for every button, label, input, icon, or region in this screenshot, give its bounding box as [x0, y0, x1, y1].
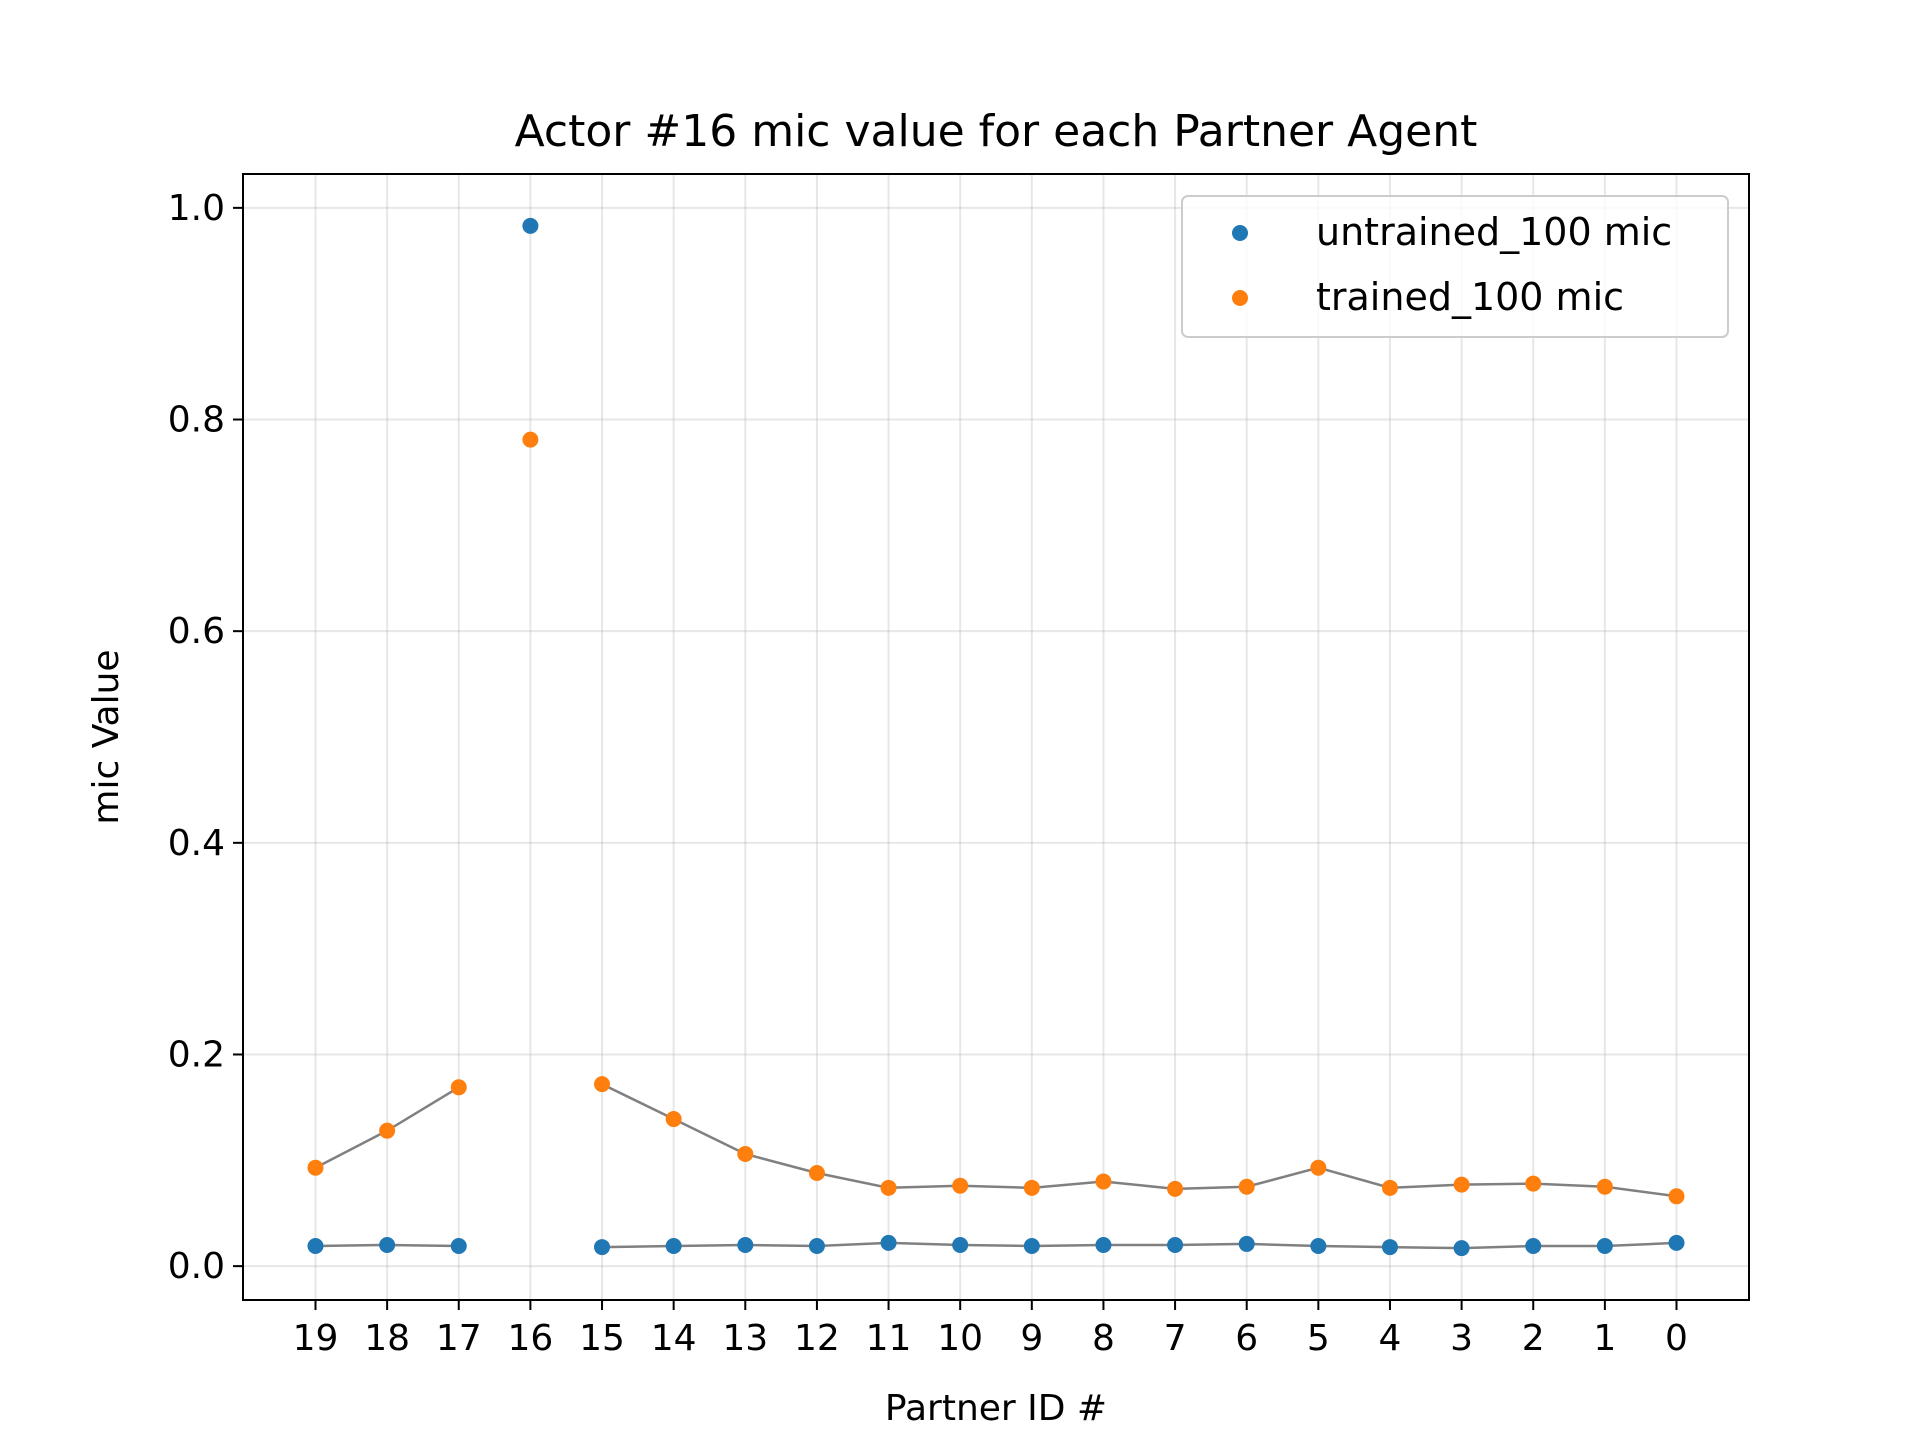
- series-0-point: [1238, 1235, 1255, 1252]
- series-0-point: [1668, 1234, 1685, 1251]
- series-1-point: [737, 1145, 754, 1162]
- legend-label-trained: trained_100 mic: [1316, 275, 1624, 319]
- x-tick-label: 16: [507, 1318, 553, 1359]
- series-1-point: [665, 1111, 682, 1128]
- series-0-point: [737, 1236, 754, 1253]
- y-tick-label: 0.6: [168, 611, 225, 652]
- series-1-point: [880, 1179, 897, 1196]
- series-0-point: [808, 1238, 825, 1255]
- series-1-point: [1238, 1178, 1255, 1195]
- series-1-point: [522, 431, 539, 448]
- x-tick-label: 18: [364, 1318, 410, 1359]
- series-1-point: [594, 1076, 611, 1093]
- x-tick-label: 13: [722, 1318, 768, 1359]
- series-0-point: [1167, 1236, 1184, 1253]
- x-tick-label: 19: [293, 1318, 339, 1359]
- y-axis-ticks: 0.0 0.2 0.4 0.6 0.8 1.0: [168, 188, 243, 1287]
- series-1-point: [1167, 1180, 1184, 1197]
- series-1-point: [307, 1159, 324, 1176]
- series-1-point: [1525, 1175, 1542, 1192]
- x-tick-label: 7: [1164, 1318, 1187, 1359]
- x-tick-label: 1: [1593, 1318, 1616, 1359]
- series-1-connector-line: [601, 1082, 1677, 1198]
- series-1-point: [1310, 1159, 1327, 1176]
- series-0-point: [1596, 1238, 1613, 1255]
- series-0-point: [1381, 1239, 1398, 1256]
- plot-frame: [242, 173, 1750, 1301]
- series-1-point: [450, 1079, 467, 1096]
- series-0-point: [1023, 1238, 1040, 1255]
- x-axis-label: Partner ID #: [885, 1388, 1107, 1429]
- x-tick-label: 9: [1020, 1318, 1043, 1359]
- series-1-point: [808, 1165, 825, 1182]
- series-0-point: [1310, 1238, 1327, 1255]
- series-0-point: [952, 1236, 969, 1253]
- legend: untrained_100 mic trained_100 mic: [1181, 195, 1729, 338]
- x-tick-label: 6: [1235, 1318, 1258, 1359]
- data-points: [307, 217, 1685, 1257]
- series-0-point: [522, 217, 539, 234]
- series-0-point: [379, 1236, 396, 1253]
- series-1-point: [1668, 1188, 1685, 1205]
- x-tick-label: 0: [1665, 1318, 1688, 1359]
- x-tick-label: 5: [1307, 1318, 1330, 1359]
- series-1-point: [952, 1177, 969, 1194]
- x-axis-ticks: 19 18 17 16 15 14 13 12 11 10 9 8 7 6 5 4 3 2 1 0: [293, 1300, 1688, 1359]
- y-tick-label: 1.0: [168, 188, 225, 229]
- y-tick-label: 0.8: [168, 400, 225, 441]
- series-0-point: [594, 1239, 611, 1256]
- series-1-point: [1095, 1173, 1112, 1190]
- x-tick-label: 10: [937, 1318, 983, 1359]
- y-axis-label: mic Value: [86, 649, 127, 824]
- x-tick-label: 14: [651, 1318, 697, 1359]
- legend-box: [1181, 195, 1729, 338]
- y-tick-label: 0.2: [168, 1034, 225, 1075]
- x-tick-label: 11: [866, 1318, 912, 1359]
- series-1-point: [1381, 1179, 1398, 1196]
- legend-marker-untrained: [1232, 225, 1248, 241]
- series-0-point: [1525, 1238, 1542, 1255]
- x-tick-label: 17: [436, 1318, 482, 1359]
- series-1-point: [1596, 1178, 1613, 1195]
- series-1-point: [1453, 1176, 1470, 1193]
- x-tick-label: 3: [1450, 1318, 1473, 1359]
- x-tick-label: 12: [794, 1318, 840, 1359]
- series-1-point: [1023, 1179, 1040, 1196]
- series-0-point: [307, 1238, 324, 1255]
- series-0-point: [450, 1238, 467, 1255]
- x-tick-label: 2: [1522, 1318, 1545, 1359]
- legend-marker-trained: [1232, 290, 1248, 306]
- series-0-point: [1453, 1240, 1470, 1257]
- x-tick-label: 15: [579, 1318, 625, 1359]
- x-tick-label: 8: [1092, 1318, 1115, 1359]
- x-tick-label: 4: [1379, 1318, 1402, 1359]
- legend-label-untrained: untrained_100 mic: [1316, 210, 1672, 254]
- chart-title: Actor #16 mic value for each Partner Age…: [515, 106, 1478, 157]
- y-tick-label: 0.0: [168, 1246, 225, 1287]
- series-0-point: [880, 1234, 897, 1251]
- series-0-connector-line: [602, 1241, 1677, 1250]
- y-tick-label: 0.4: [168, 823, 225, 864]
- series-1-point: [379, 1122, 396, 1139]
- series-0-point: [1095, 1236, 1112, 1253]
- series-0-point: [665, 1238, 682, 1255]
